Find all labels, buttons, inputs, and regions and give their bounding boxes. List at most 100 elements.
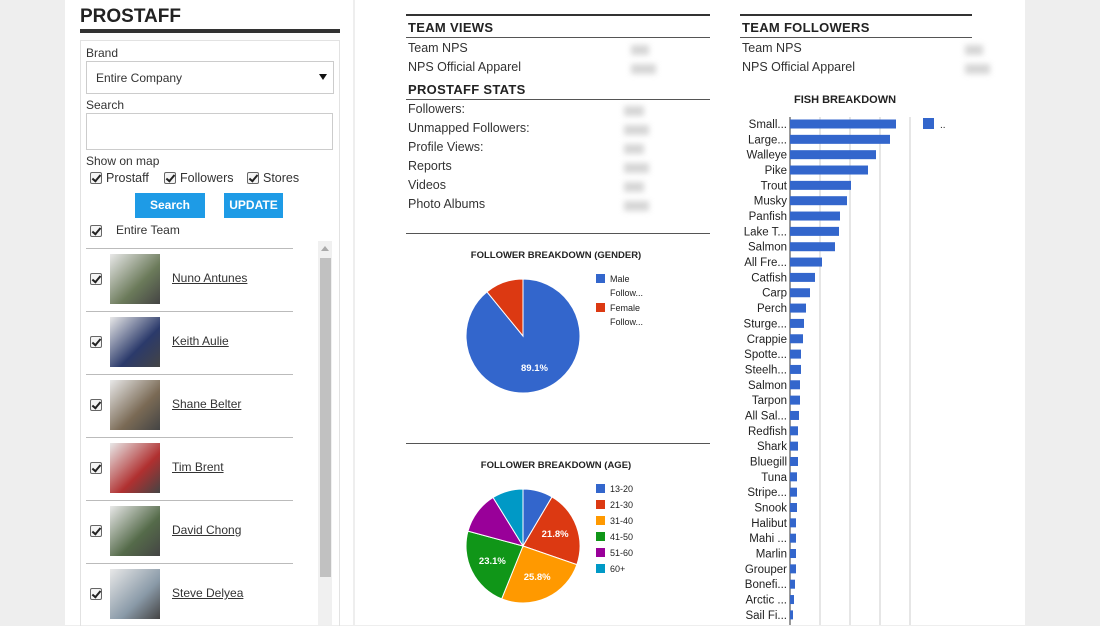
bar xyxy=(790,395,800,405)
member-link[interactable]: Shane Belter xyxy=(172,397,242,411)
section-title: TEAM FOLLOWERS xyxy=(742,20,870,35)
search-input[interactable] xyxy=(86,113,333,150)
brand-select[interactable]: Entire Company xyxy=(86,61,334,94)
category-label: Trout xyxy=(761,180,788,192)
category-label: Grouper xyxy=(745,564,787,576)
bar xyxy=(790,380,800,390)
slice-label: 23.1% xyxy=(479,556,506,567)
bar xyxy=(790,595,794,605)
bar xyxy=(790,303,806,313)
checkbox[interactable] xyxy=(90,273,102,285)
avatar xyxy=(110,506,160,556)
category-label: Small... xyxy=(749,119,787,131)
slice-label: 21.8% xyxy=(542,529,569,540)
update-button[interactable]: UPDATE xyxy=(224,193,283,218)
member-link[interactable]: Steve Delyea xyxy=(172,586,244,600)
category-label: Shark xyxy=(757,441,787,453)
checkbox[interactable] xyxy=(90,525,102,537)
bar xyxy=(790,226,839,236)
bar xyxy=(790,334,803,344)
category-label: Walleye xyxy=(747,150,787,162)
category-label: Mahi ... xyxy=(749,533,787,545)
category-label: Salmon xyxy=(748,242,787,254)
separator xyxy=(86,311,293,312)
category-label: Marlin xyxy=(756,549,787,561)
checkbox[interactable] xyxy=(164,172,176,184)
legend-swatch xyxy=(923,118,934,129)
legend-label: 51-60 xyxy=(610,548,634,558)
bar xyxy=(790,242,835,252)
bar xyxy=(790,211,840,221)
member-link[interactable]: David Chong xyxy=(172,523,242,537)
legend-label: 13-20 xyxy=(610,484,634,494)
scroll-thumb[interactable] xyxy=(320,258,331,577)
rule xyxy=(406,443,710,444)
legend-label: 21-30 xyxy=(610,500,634,510)
category-label: Carp xyxy=(762,288,787,300)
checkbox-label: Prostaff xyxy=(106,171,149,185)
legend-label: 31-40 xyxy=(610,516,634,526)
checkbox[interactable] xyxy=(247,172,259,184)
stat-label: Reports xyxy=(408,159,452,173)
legend-swatch xyxy=(596,274,605,283)
stat-value-blurred xyxy=(624,106,644,116)
section-underline xyxy=(406,99,710,100)
scrollbar[interactable] xyxy=(318,241,332,625)
checkbox[interactable] xyxy=(90,462,102,474)
section-title: TEAM VIEWS xyxy=(408,20,494,35)
chart-title: FOLLOWER BREAKDOWN (AGE) xyxy=(481,460,631,471)
stat-label: NPS Official Apparel xyxy=(742,60,856,74)
category-label: Bonefi... xyxy=(745,579,787,591)
stat-label: NPS Official Apparel xyxy=(408,60,522,74)
bar xyxy=(790,610,793,620)
checkbox[interactable] xyxy=(90,336,102,348)
member-link[interactable]: Nuno Antunes xyxy=(172,271,248,285)
stat-value-blurred xyxy=(624,163,649,173)
bar xyxy=(790,533,796,543)
checkbox[interactable] xyxy=(90,399,102,411)
bar xyxy=(790,410,799,420)
category-label: All Sal... xyxy=(745,410,787,422)
bar xyxy=(790,196,847,206)
bar xyxy=(790,318,804,328)
slice-label: 89.1% xyxy=(521,363,548,374)
category-label: All Fre... xyxy=(744,257,787,269)
legend-swatch xyxy=(596,532,605,541)
stat-label: Unmapped Followers: xyxy=(408,121,530,135)
stat-label: Team NPS xyxy=(742,41,802,55)
separator xyxy=(86,437,293,438)
stat-value-blurred xyxy=(631,45,649,55)
legend-label: Male Follow... xyxy=(610,274,644,298)
bar xyxy=(790,349,801,359)
section-underline xyxy=(740,37,972,38)
category-label: Snook xyxy=(754,503,787,515)
section-underline xyxy=(406,37,710,38)
bar xyxy=(790,564,796,574)
category-label: Salmon xyxy=(748,380,787,392)
entire-team-checkbox[interactable] xyxy=(90,225,102,237)
stat-value-blurred xyxy=(624,144,644,154)
member-link[interactable]: Keith Aulie xyxy=(172,334,229,348)
checkbox[interactable] xyxy=(90,588,102,600)
slice-label: 25.8% xyxy=(524,572,551,583)
checkbox[interactable] xyxy=(90,172,102,184)
avatar xyxy=(110,569,160,619)
show-label: Show on map xyxy=(86,154,160,168)
pie-slice xyxy=(465,278,581,394)
stat-value-blurred xyxy=(624,125,649,135)
search-button[interactable]: Search xyxy=(135,193,205,218)
legend-label: 41-50 xyxy=(610,532,634,542)
member-link[interactable]: Tim Brent xyxy=(172,460,224,474)
brand-label: Brand xyxy=(86,46,119,60)
category-label: Sail Fi... xyxy=(745,610,787,622)
stat-value-blurred xyxy=(965,45,983,55)
category-label: Crappie xyxy=(747,334,787,346)
bar xyxy=(790,518,796,528)
bar xyxy=(790,549,796,559)
main-panel xyxy=(355,0,1025,625)
category-label: Tarpon xyxy=(752,395,787,407)
bar xyxy=(790,579,795,589)
scroll-up[interactable] xyxy=(321,246,329,251)
age-chart: FOLLOWER BREAKDOWN (AGE) 21.8% 25.8% 23.1% xyxy=(465,460,631,604)
